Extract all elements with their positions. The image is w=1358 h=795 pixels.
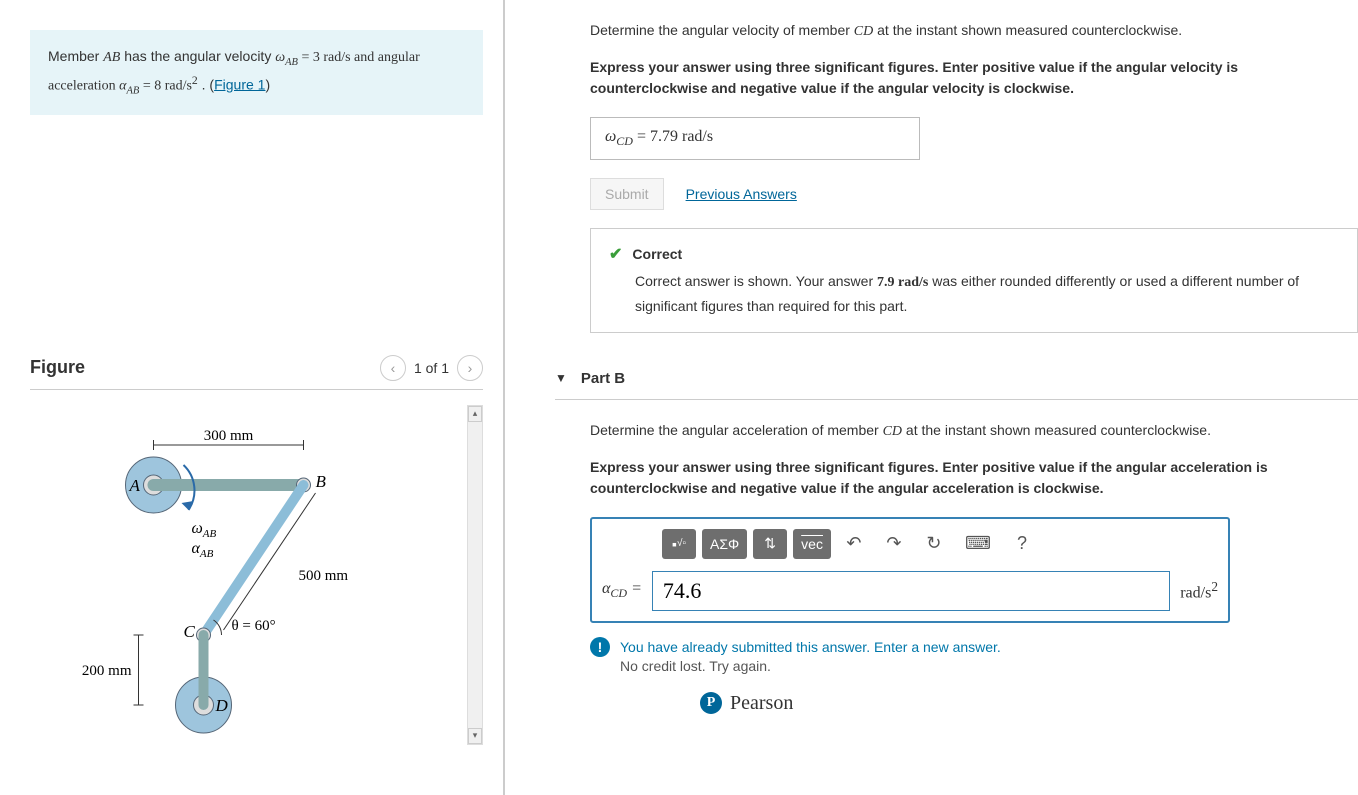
warning-icon: !: [590, 637, 610, 657]
check-icon: ✔: [609, 244, 622, 264]
scroll-up-icon[interactable]: ▴: [468, 406, 482, 422]
greek-button[interactable]: ΑΣΦ: [702, 529, 747, 559]
part-b-instruction: Express your answer using three signific…: [590, 457, 1358, 499]
omega-label: ωAB: [192, 520, 217, 540]
help-button[interactable]: ?: [1005, 529, 1039, 559]
answer-input[interactable]: [652, 571, 1170, 611]
scroll-down-icon[interactable]: ▾: [468, 728, 482, 744]
part-a-answer: ωCD = 7.79 rad/s: [590, 117, 920, 160]
part-b-header[interactable]: ▼ Part B: [555, 358, 1358, 400]
text: = 8 rad/s: [139, 78, 192, 93]
unit-label: rad/s2: [1180, 579, 1218, 602]
theta-label: θ = 60°: [232, 618, 276, 634]
dim-ab: 300 mm: [204, 428, 254, 444]
template-button[interactable]: ▪√▫: [662, 529, 696, 559]
pearson-label: Pearson: [730, 692, 793, 715]
figure-prev-button[interactable]: ‹: [380, 355, 406, 381]
equation-toolbar: ▪√▫ ΑΣΦ ⇅ vec ↶ ↷ ↻ ⌨ ?: [662, 529, 1218, 559]
previous-answers-link[interactable]: Previous Answers: [686, 186, 797, 202]
figure-title: Figure: [30, 357, 85, 378]
figure-scrollbar[interactable]: ▴ ▾: [467, 405, 483, 745]
var: ω: [605, 128, 616, 145]
submit-button[interactable]: Submit: [590, 178, 664, 210]
equals: =: [633, 128, 650, 145]
redo-button[interactable]: ↷: [877, 529, 911, 559]
input-row: αCD = rad/s2: [602, 571, 1218, 611]
alpha-sub: AB: [126, 85, 139, 96]
value: 7.79 rad/s: [650, 128, 713, 145]
warning-text-block: You have already submitted this answer. …: [620, 637, 1001, 674]
text: ): [265, 76, 270, 92]
problem-statement: Member AB has the angular velocity ωAB =…: [30, 30, 483, 115]
part-a: Determine the angular velocity of member…: [545, 20, 1358, 333]
pearson-logo-icon: P: [700, 692, 722, 714]
member-cd: CD: [854, 24, 873, 39]
caret-down-icon: ▼: [555, 371, 567, 385]
var-sub: CD: [616, 134, 633, 148]
text: at the instant shown measured counterclo…: [902, 422, 1211, 438]
text: at the instant shown measured counterclo…: [873, 22, 1182, 38]
arrows-button[interactable]: ⇅: [753, 529, 787, 559]
warning-line-2: No credit lost. Try again.: [620, 658, 1001, 674]
part-a-feedback: ✔ Correct Correct answer is shown. Your …: [590, 228, 1358, 333]
feedback-header: ✔ Correct: [609, 244, 1339, 264]
text: Correct answer is shown. Your answer: [635, 273, 877, 289]
feedback-value: 7.9 rad/s: [877, 275, 928, 290]
scroll-thumb[interactable]: [468, 422, 482, 728]
label-b: B: [316, 472, 327, 491]
alpha-label: αAB: [192, 540, 214, 560]
dim-cd: 200 mm: [82, 663, 132, 679]
label-a: A: [129, 476, 141, 495]
figure-next-button[interactable]: ›: [457, 355, 483, 381]
figure-body: 300 mm 500 mm 200 mm θ = 60° A B C D ωAB: [30, 405, 483, 745]
text: Member: [48, 48, 103, 64]
text: Determine the angular velocity of member: [590, 22, 854, 38]
warning-row: ! You have already submitted this answer…: [590, 637, 1358, 674]
part-b: Determine the angular acceleration of me…: [545, 420, 1358, 715]
label-d: D: [215, 696, 229, 715]
text: . (: [198, 76, 214, 92]
figure-header: Figure ‹ 1 of 1 ›: [30, 355, 483, 390]
keyboard-button[interactable]: ⌨: [957, 529, 999, 559]
mechanism-diagram: 300 mm 500 mm 200 mm θ = 60° A B C D ωAB: [30, 405, 467, 745]
label-c: C: [184, 622, 196, 641]
text: has the angular velocity: [120, 48, 275, 64]
part-a-instruction: Express your answer using three signific…: [590, 57, 1358, 99]
pearson-footer: P Pearson: [700, 692, 1358, 715]
vec-button[interactable]: vec: [793, 529, 831, 559]
left-panel: Member AB has the angular velocity ωAB =…: [0, 0, 505, 795]
text: Determine the angular acceleration of me…: [590, 422, 883, 438]
member-cd: CD: [883, 424, 902, 439]
answer-input-panel: ▪√▫ ΑΣΦ ⇅ vec ↶ ↷ ↻ ⌨ ? αCD = rad/s2: [590, 517, 1230, 623]
dim-bc: 500 mm: [299, 568, 349, 584]
part-b-title: Part B: [581, 370, 625, 387]
member-ab: AB: [103, 50, 120, 65]
reset-button[interactable]: ↻: [917, 529, 951, 559]
var-label: αCD =: [602, 580, 642, 601]
figure-nav: ‹ 1 of 1 ›: [380, 355, 483, 381]
part-b-question: Determine the angular acceleration of me…: [590, 420, 1358, 442]
right-panel: Determine the angular velocity of member…: [505, 0, 1358, 795]
omega-sub: AB: [285, 57, 298, 68]
warning-line-1: You have already submitted this answer. …: [620, 637, 1001, 658]
omega-var: ω: [275, 50, 285, 65]
figure-counter: 1 of 1: [414, 360, 449, 376]
feedback-text: Correct answer is shown. Your answer 7.9…: [635, 270, 1339, 317]
undo-button[interactable]: ↶: [837, 529, 871, 559]
correct-label: Correct: [632, 246, 682, 262]
figure-link[interactable]: Figure 1: [214, 76, 265, 92]
part-a-question: Determine the angular velocity of member…: [590, 20, 1358, 42]
part-a-buttons: Submit Previous Answers: [590, 178, 1358, 210]
